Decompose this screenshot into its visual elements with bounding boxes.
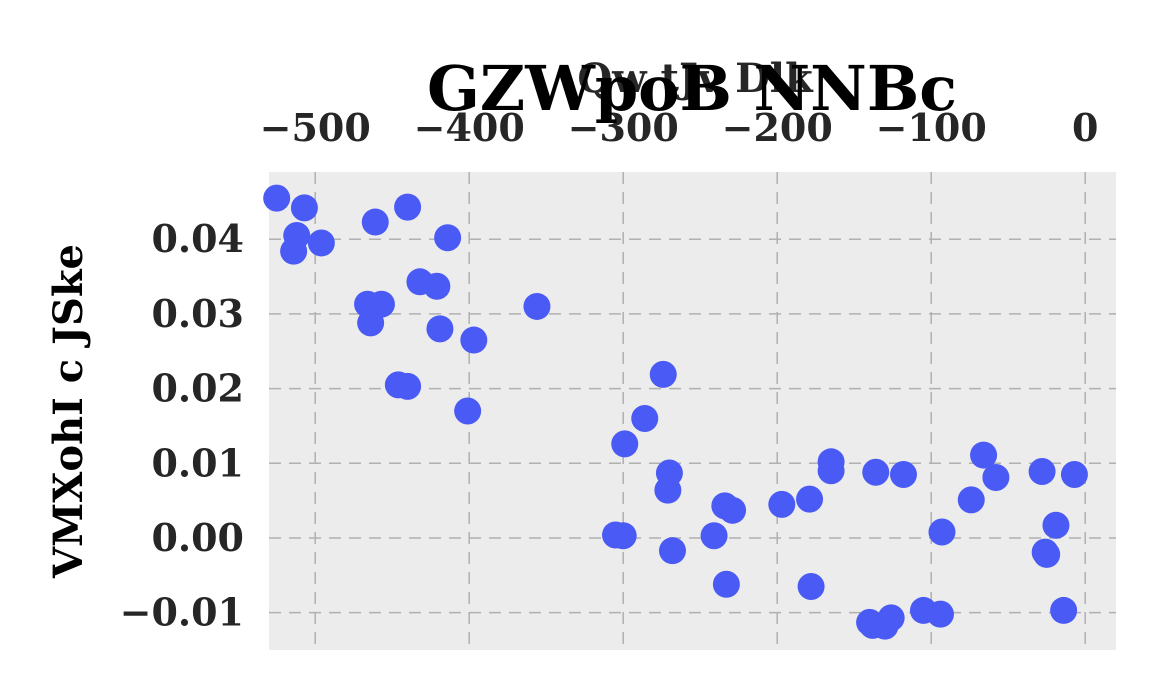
data-point — [394, 193, 422, 221]
data-point — [797, 573, 825, 601]
data-point — [655, 459, 683, 487]
data-point — [926, 600, 954, 628]
data-point — [889, 460, 917, 488]
x-tick-label: −500 — [260, 105, 371, 150]
data-point — [609, 522, 637, 550]
data-point — [423, 272, 451, 300]
data-point — [719, 496, 747, 524]
data-point — [957, 486, 985, 514]
data-point — [928, 518, 956, 546]
data-point — [1060, 460, 1088, 488]
data-point — [280, 237, 308, 265]
data-point — [970, 441, 998, 469]
data-point — [454, 397, 482, 425]
x-tick-label: −400 — [414, 105, 525, 150]
chart-title: GZWpoB NNBc — [427, 52, 957, 125]
y-tick-label: −0.01 — [120, 590, 244, 635]
x-tick-label: −100 — [876, 105, 987, 150]
data-point — [361, 208, 389, 236]
data-points — [263, 184, 1088, 640]
x-tick-label: 0 — [1072, 105, 1098, 150]
data-point — [700, 522, 728, 550]
data-point — [862, 458, 890, 486]
data-point — [796, 485, 824, 513]
data-point — [1050, 596, 1078, 624]
y-axis-label: VMXohI c JSke — [45, 244, 92, 579]
data-point — [1033, 540, 1061, 568]
data-point — [712, 570, 740, 598]
data-point — [982, 463, 1010, 491]
data-point — [1042, 511, 1070, 539]
data-point — [523, 292, 551, 320]
data-point — [817, 457, 845, 485]
x-tick-label: −200 — [722, 105, 833, 150]
data-point — [1028, 457, 1056, 485]
y-tick-label: 0.01 — [151, 440, 244, 485]
y-tick-label: 0.00 — [151, 515, 244, 560]
data-point — [611, 430, 639, 458]
plot-area-background — [269, 172, 1116, 650]
data-point — [290, 194, 318, 222]
data-point — [460, 326, 488, 354]
data-point — [631, 404, 659, 432]
y-tick-label: 0.04 — [151, 216, 244, 261]
y-tick-label: 0.02 — [151, 366, 244, 411]
x-axis-label: Qw tJv Dlk — [577, 55, 814, 102]
x-tick-label: −300 — [568, 105, 679, 150]
data-point — [877, 604, 905, 632]
data-point — [263, 184, 291, 212]
data-point — [426, 315, 454, 343]
data-point — [434, 224, 462, 252]
x-tick-labels: −500 −400 −300 −200 −100 0 — [260, 105, 1099, 150]
y-tick-label: 0.03 — [151, 291, 244, 336]
data-point — [307, 229, 335, 257]
data-point — [384, 371, 412, 399]
data-point — [768, 490, 796, 518]
data-point — [354, 290, 382, 318]
y-tick-labels: −0.01 0.00 0.01 0.02 0.03 0.04 — [120, 216, 244, 634]
data-point — [658, 537, 686, 565]
data-point — [649, 360, 677, 388]
